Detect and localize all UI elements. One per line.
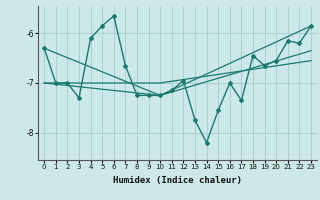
X-axis label: Humidex (Indice chaleur): Humidex (Indice chaleur) [113, 176, 242, 185]
